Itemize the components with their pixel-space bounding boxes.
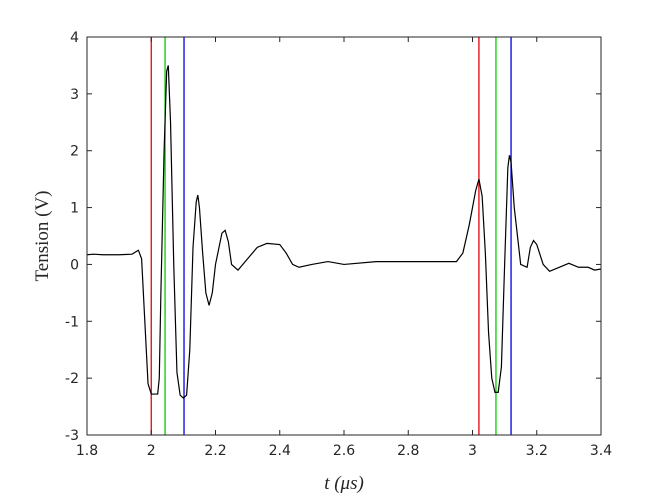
x-tick-label: 3 <box>468 443 477 459</box>
y-axis-label: Tension (V) <box>32 190 53 281</box>
signal-line <box>86 65 602 399</box>
x-tick-label: 2.4 <box>269 443 291 459</box>
plot-area <box>87 37 601 435</box>
y-tick-label: 0 <box>70 257 79 273</box>
y-tick-label: 3 <box>70 87 79 103</box>
x-axis-label: t (μs) <box>324 473 364 494</box>
y-tick-label: -1 <box>65 314 79 330</box>
y-tick-label: 1 <box>70 201 79 217</box>
x-tick-label: 2.2 <box>204 443 226 459</box>
y-tick-label: 2 <box>70 144 79 160</box>
x-tick-label: 3.2 <box>526 443 548 459</box>
x-tick-label: 2.8 <box>397 443 419 459</box>
y-tick-label: -3 <box>65 428 79 444</box>
x-tick-label: 1.8 <box>76 443 98 459</box>
x-tick-label: 2.6 <box>333 443 355 459</box>
x-tick-label: 2 <box>147 443 156 459</box>
y-tick-label: -2 <box>65 371 79 387</box>
y-tick-label: 4 <box>70 30 79 46</box>
x-tick-label: 3.4 <box>590 443 612 459</box>
